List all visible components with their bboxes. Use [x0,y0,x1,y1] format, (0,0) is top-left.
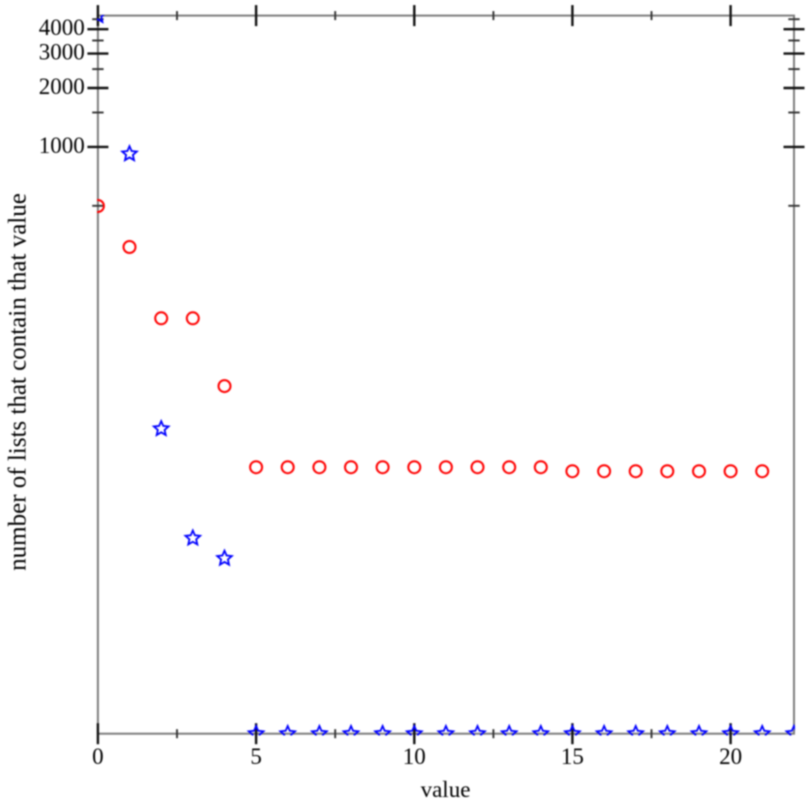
svg-text:0: 0 [92,744,104,769]
svg-text:15: 15 [561,744,584,769]
svg-text:2000: 2000 [39,74,85,99]
svg-text:5: 5 [250,744,262,769]
svg-text:20: 20 [719,744,742,769]
svg-text:1000: 1000 [39,133,85,158]
svg-text:10: 10 [403,744,426,769]
svg-text:3000: 3000 [39,40,85,65]
svg-text:value: value [421,777,471,802]
svg-text:4000: 4000 [39,15,85,40]
svg-text:number of lists that contain t: number of lists that contain that value [5,193,32,571]
